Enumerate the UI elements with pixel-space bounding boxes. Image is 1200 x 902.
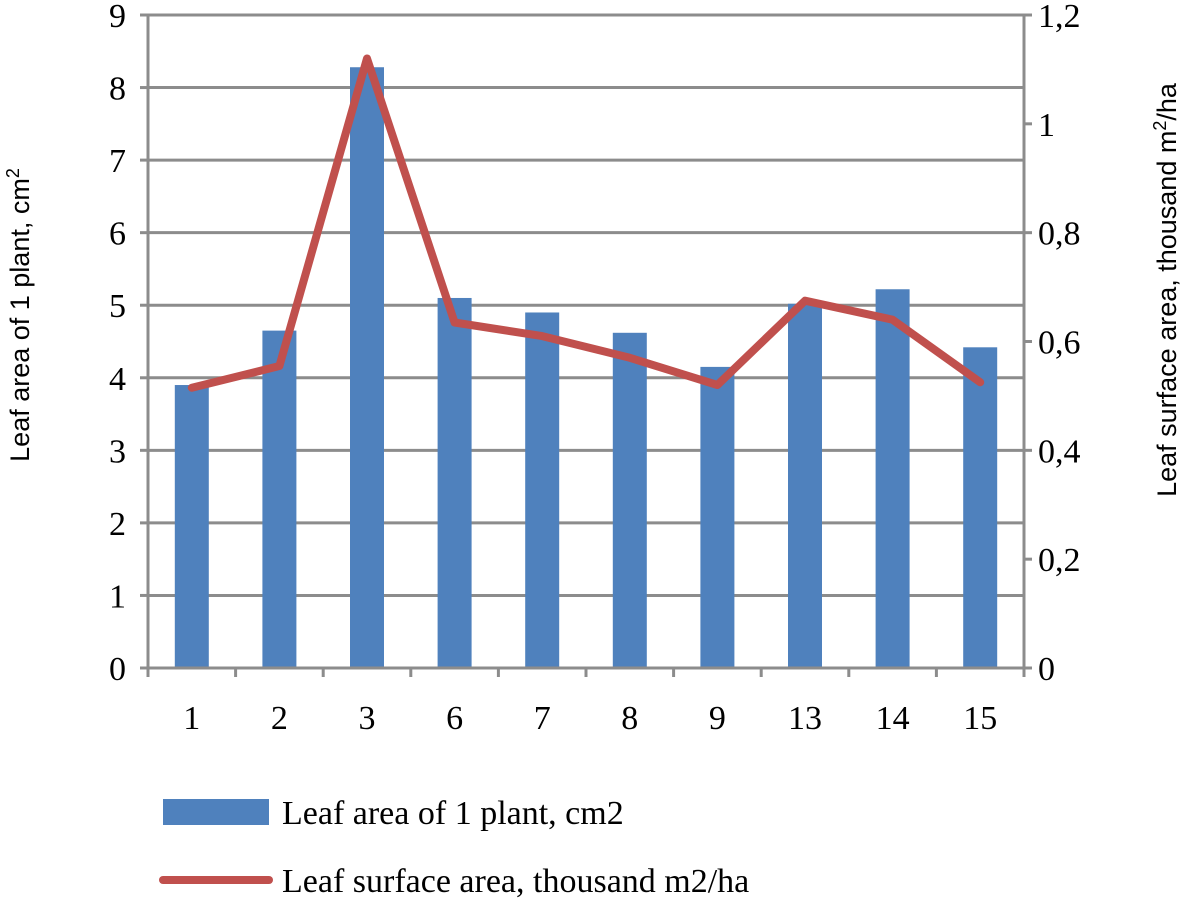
bar — [174, 385, 209, 668]
left-axis-title: Leaf area of 1 plant, cm2 — [3, 168, 35, 462]
bar-series — [174, 67, 998, 669]
x-tick-label: 8 — [621, 700, 638, 737]
left-y-tick-label: 9 — [109, 0, 126, 35]
x-tick-label: 7 — [534, 700, 551, 737]
x-tick-label: 9 — [709, 700, 726, 737]
x-tick-label: 15 — [963, 700, 997, 737]
left-y-tick-label: 4 — [109, 361, 126, 398]
right-y-tick-label: 0,2 — [1038, 542, 1081, 579]
legend: Leaf area of 1 plant, cm2 Leaf surface a… — [159, 795, 749, 900]
bar — [788, 303, 822, 668]
bar — [262, 330, 297, 668]
right-y-tick-label: 1 — [1038, 107, 1055, 144]
left-y-tick-label: 3 — [109, 433, 126, 470]
x-tick-label: 6 — [446, 700, 463, 737]
x-tick-label: 14 — [876, 700, 910, 737]
bar — [700, 366, 735, 668]
bar — [963, 347, 998, 668]
series-line — [187, 54, 985, 392]
left-y-tick-label: 2 — [109, 506, 126, 543]
left-y-tick-label: 8 — [109, 71, 126, 108]
right-y-tick-label: 1,2 — [1038, 0, 1081, 35]
right-y-tick-label: 0,8 — [1038, 216, 1081, 253]
left-y-tick-label: 7 — [109, 143, 126, 180]
right-y-tick-label: 0,4 — [1038, 433, 1081, 470]
right-y-tick-labels: 0 0,2 0,4 0,6 0,8 1 1,2 — [1038, 0, 1081, 688]
x-tick-label: 13 — [788, 700, 822, 737]
x-tick-label: 3 — [359, 700, 376, 737]
x-tick-label: 2 — [271, 700, 288, 737]
x-tick-label: 1 — [183, 700, 200, 737]
right-y-tick-label: 0,6 — [1038, 325, 1081, 362]
right-y-tick-label: 0 — [1038, 651, 1055, 688]
legend-line-label: Leaf surface area, thousand m2/ha — [282, 863, 749, 900]
x-tick-labels: 1 2 3 6 7 8 9 13 14 15 — [183, 700, 997, 737]
left-y-tick-label: 1 — [109, 578, 126, 615]
bar — [612, 332, 647, 668]
left-y-tick-label: 6 — [109, 216, 126, 253]
axes — [140, 13, 1032, 677]
bar — [875, 289, 910, 668]
legend-bar-swatch — [163, 799, 269, 825]
bar — [525, 312, 560, 668]
left-y-tick-label: 0 — [109, 651, 126, 688]
left-y-tick-label: 5 — [109, 288, 126, 325]
bar — [350, 67, 384, 669]
legend-bar-label: Leaf area of 1 plant, cm2 — [282, 795, 624, 832]
left-y-tick-labels: 0 1 2 3 4 5 6 7 8 9 — [109, 0, 126, 688]
right-axis-title: Leaf surface area, thousand m2/ha — [1150, 82, 1182, 497]
line-series — [187, 54, 985, 392]
bar — [437, 297, 472, 668]
